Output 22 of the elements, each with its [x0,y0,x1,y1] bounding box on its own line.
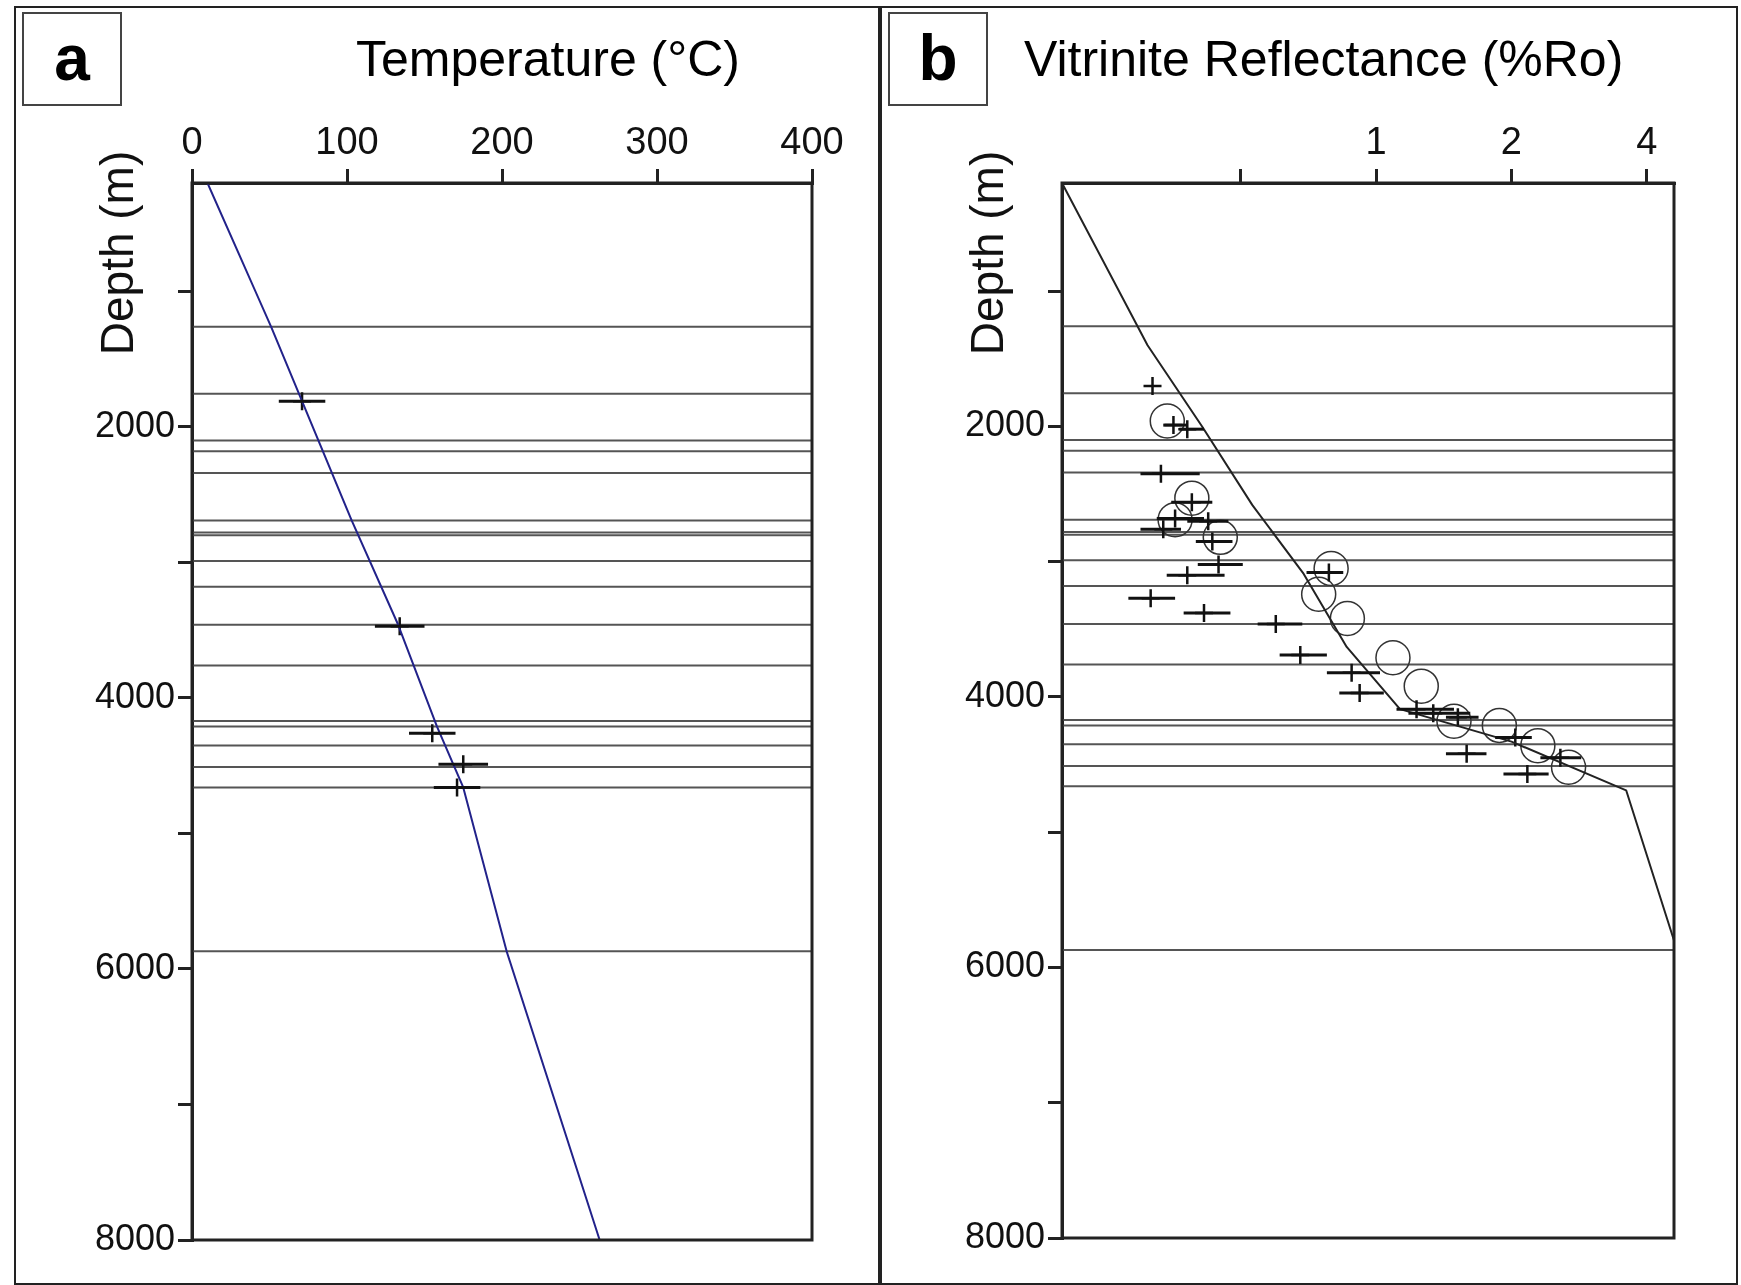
text: b [888,12,988,106]
y-tick-label: 8000 [964,1214,1045,1256]
chart-title: Vitrinite Reflectance (%Ro) [1024,30,1624,88]
x-tick-label: 200 [470,119,534,162]
y-tick-label: 2000 [94,403,175,445]
x-tick-label: 0 [181,119,203,162]
x-tick-label: 1 [1365,119,1387,162]
chart-title: Temperature (°C) [356,30,740,88]
y-tick-label: 8000 [94,1216,175,1258]
x-tick-label: 2 [1500,119,1522,162]
x-tick-label: 300 [625,119,689,162]
y-tick-label: 4000 [964,673,1045,715]
y-tick-label: 4000 [94,674,175,716]
x-tick-label: 4 [1636,119,1658,162]
y-axis-title: Depth (m) [960,150,1013,356]
y-axis-title: Depth (m) [90,150,143,356]
x-tick-label: 400 [780,119,844,162]
y-tick-label: 6000 [964,944,1045,986]
x-tick-label: 100 [315,119,379,162]
y-tick-label: 6000 [94,945,175,987]
text: a [22,12,122,106]
y-tick-label: 2000 [964,403,1045,445]
